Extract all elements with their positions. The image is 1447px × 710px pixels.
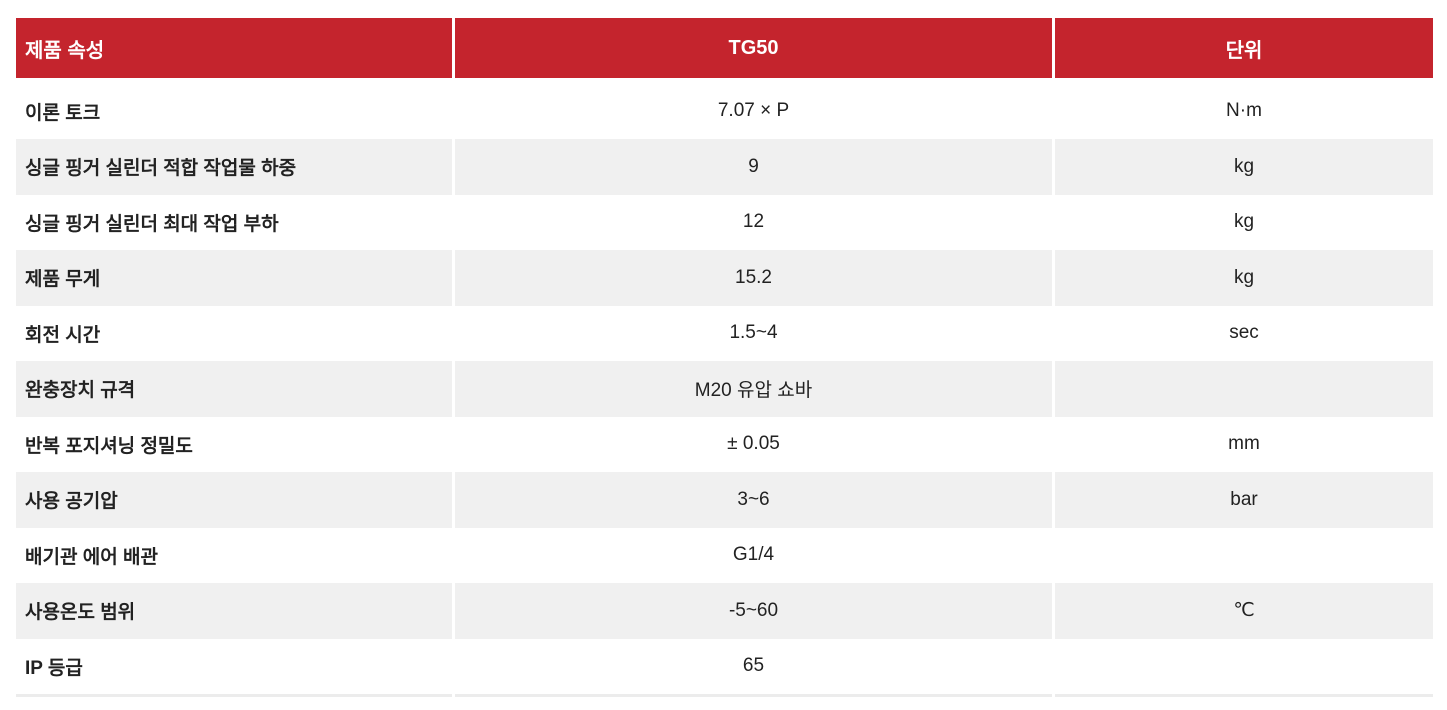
row-label: IP 등급 — [25, 657, 83, 679]
row-label: 사용 공기압 — [16, 472, 452, 528]
row-value: N·m — [1226, 100, 1262, 122]
row-value — [1055, 639, 1433, 695]
header-cell: 제품 속성 — [16, 18, 452, 78]
row-value: 12 — [742, 211, 765, 233]
bottom-strip — [1055, 694, 1433, 697]
row-value: 3~6 — [455, 472, 1052, 528]
row-label: 배기관 에어 배관 — [25, 546, 158, 568]
row-label: 사용온도 범위 — [16, 583, 452, 639]
row-value — [1055, 528, 1433, 584]
row-value: 65 — [742, 655, 765, 677]
row-label: 회전 시간 — [25, 324, 101, 346]
row-value: 7.07 × P — [717, 100, 790, 122]
row-label: 반복 포지셔닝 정밀도 — [25, 435, 193, 457]
row-value: ℃ — [1055, 583, 1433, 639]
row-label: 이론 토크 — [25, 102, 101, 124]
row-value: kg — [1055, 139, 1433, 195]
row-label: 싱글 핑거 실린더 최대 작업 부하 — [25, 213, 279, 235]
bottom-strip — [16, 694, 452, 697]
row-value: kg — [1233, 211, 1255, 233]
row-value: -5~60 — [455, 583, 1052, 639]
row-value: G1/4 — [732, 544, 775, 566]
row-value: M20 유압 쇼바 — [455, 361, 1052, 417]
row-value: mm — [1228, 433, 1260, 455]
row-label: 완충장치 규격 — [16, 361, 452, 417]
row-value: ± 0.05 — [727, 433, 780, 455]
row-label: 싱글 핑거 실린더 적합 작업물 하중 — [16, 139, 452, 195]
row-value: 15.2 — [455, 250, 1052, 306]
header-cell: 단위 — [1055, 18, 1433, 78]
row-label: 제품 무게 — [16, 250, 452, 306]
row-value: bar — [1055, 472, 1433, 528]
bottom-strip — [455, 694, 1052, 697]
row-value: 9 — [455, 139, 1052, 195]
row-value: kg — [1055, 250, 1433, 306]
row-value: 1.5~4 — [729, 322, 778, 344]
row-value — [1055, 361, 1433, 417]
header-cell: TG50 — [455, 18, 1052, 78]
row-value: sec — [1229, 322, 1259, 344]
